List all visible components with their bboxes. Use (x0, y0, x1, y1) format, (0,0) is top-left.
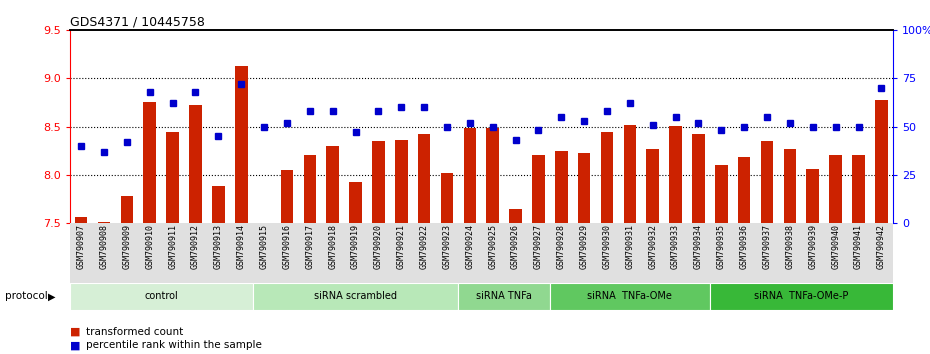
Bar (281, 170, 293, 223)
Text: GSM790931: GSM790931 (625, 224, 634, 269)
Bar (303, 155, 316, 223)
Text: GSM790920: GSM790920 (374, 224, 383, 269)
Text: GSM790942: GSM790942 (877, 224, 886, 269)
Bar (75, 217, 87, 223)
Text: GSM790941: GSM790941 (854, 224, 863, 269)
Bar (463, 129, 476, 223)
Bar (875, 99, 887, 223)
Text: GSM790938: GSM790938 (786, 224, 794, 269)
Text: ■: ■ (70, 327, 80, 337)
Bar (601, 132, 613, 223)
Text: GSM790939: GSM790939 (808, 224, 817, 269)
Bar (253, 283, 458, 310)
Bar (784, 149, 796, 223)
Bar (372, 141, 385, 223)
Bar (670, 126, 682, 223)
Bar (510, 209, 522, 223)
Text: GSM790910: GSM790910 (145, 224, 154, 269)
Text: GSM790926: GSM790926 (512, 224, 520, 269)
Bar (532, 155, 545, 223)
Bar (852, 155, 865, 223)
Text: GSM790911: GSM790911 (168, 224, 177, 269)
Text: GSM790923: GSM790923 (443, 224, 451, 269)
Bar (458, 283, 550, 310)
Text: GSM790927: GSM790927 (534, 224, 543, 269)
Text: GSM790933: GSM790933 (671, 224, 680, 269)
Text: GSM790932: GSM790932 (648, 224, 658, 269)
Text: siRNA  TNFa-OMe: siRNA TNFa-OMe (588, 291, 672, 302)
Bar (830, 155, 842, 223)
Text: GSM790917: GSM790917 (305, 224, 314, 269)
Text: GSM790922: GSM790922 (419, 224, 429, 269)
Text: GSM790940: GSM790940 (831, 224, 840, 269)
Bar (692, 134, 705, 223)
Bar (761, 141, 774, 223)
Text: GSM790930: GSM790930 (603, 224, 612, 269)
Bar (350, 182, 362, 223)
Bar (441, 173, 453, 223)
Text: GSM790924: GSM790924 (465, 224, 474, 269)
Bar (624, 125, 636, 223)
Text: siRNA TNFa: siRNA TNFa (476, 291, 532, 302)
Text: GSM790921: GSM790921 (397, 224, 405, 269)
Text: GSM790934: GSM790934 (694, 224, 703, 269)
Text: siRNA scrambled: siRNA scrambled (314, 291, 397, 302)
Text: GSM790913: GSM790913 (214, 224, 223, 269)
Text: GSM790928: GSM790928 (557, 224, 565, 269)
Text: GSM790918: GSM790918 (328, 224, 338, 269)
Bar (578, 153, 591, 223)
Bar (121, 196, 133, 223)
Bar (166, 132, 179, 223)
Bar (235, 66, 247, 223)
Text: siRNA  TNFa-OMe-P: siRNA TNFa-OMe-P (754, 291, 848, 302)
Bar (486, 129, 499, 223)
Text: GDS4371 / 10445758: GDS4371 / 10445758 (70, 16, 205, 29)
Bar (395, 140, 407, 223)
Text: percentile rank within the sample: percentile rank within the sample (86, 340, 262, 350)
Text: GSM790907: GSM790907 (76, 224, 86, 269)
Text: GSM790916: GSM790916 (283, 224, 291, 269)
Text: GSM790929: GSM790929 (579, 224, 589, 269)
Bar (143, 102, 156, 223)
Text: GSM790935: GSM790935 (717, 224, 725, 269)
Text: GSM790914: GSM790914 (237, 224, 246, 269)
Text: control: control (144, 291, 178, 302)
Text: GSM790915: GSM790915 (259, 224, 269, 269)
Text: transformed count: transformed count (86, 327, 184, 337)
Bar (212, 186, 225, 223)
Bar (715, 165, 727, 223)
Text: GSM790909: GSM790909 (123, 224, 131, 269)
Bar (806, 169, 819, 223)
Bar (418, 134, 431, 223)
Text: GSM790937: GSM790937 (763, 224, 772, 269)
Bar (70, 283, 253, 310)
Bar (646, 149, 659, 223)
Text: GSM790936: GSM790936 (739, 224, 749, 269)
Text: ■: ■ (70, 340, 80, 350)
Bar (710, 283, 893, 310)
Text: protocol: protocol (5, 291, 47, 302)
Bar (189, 105, 202, 223)
Bar (555, 151, 567, 223)
Bar (550, 283, 710, 310)
Bar (737, 158, 751, 223)
Text: GSM790912: GSM790912 (191, 224, 200, 269)
Text: GSM790925: GSM790925 (488, 224, 498, 269)
Text: ▶: ▶ (48, 291, 56, 302)
Text: GSM790908: GSM790908 (100, 224, 109, 269)
Text: GSM790919: GSM790919 (351, 224, 360, 269)
Bar (326, 146, 339, 223)
Bar (98, 222, 111, 223)
